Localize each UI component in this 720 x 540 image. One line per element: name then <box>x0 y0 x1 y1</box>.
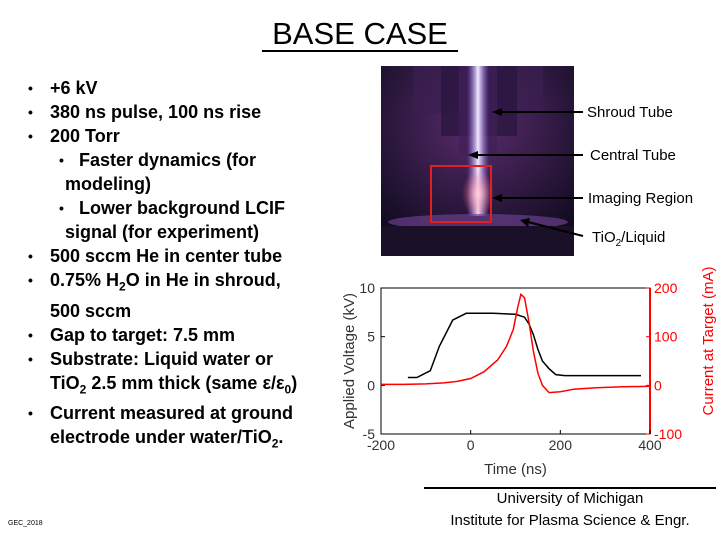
bullet-line: 380 ns pulse, 100 ns rise <box>14 100 344 124</box>
central-tube-label: Central Tube <box>590 147 676 164</box>
bullet-line: TiO2 2.5 mm thick (same ε/ε0) <box>14 371 344 402</box>
bullet-text: 2.5 mm thick (same ε/ε <box>86 372 285 393</box>
footer-university: University of Michigan <box>496 490 644 507</box>
bullet-text: Lower background LCIF <box>79 198 286 218</box>
bullet-line: 500 sccm <box>14 299 344 323</box>
bullet-line: Faster dynamics (for <box>14 148 344 172</box>
plot-frame <box>380 287 651 435</box>
subscript-text: 0 <box>284 382 292 397</box>
subscript-text: 2 <box>79 382 87 397</box>
bullet-text: Substrate: Liquid water or <box>50 348 274 369</box>
subscript-text: 2 <box>119 279 126 294</box>
y-left-tick-label: -5 <box>363 426 376 442</box>
bullet-line: 0.75% H2O in He in shroud, <box>14 268 344 299</box>
bullet-line: electrode under water/TiO2. <box>14 425 344 456</box>
bullet-line: Gap to target: 7.5 mm <box>14 323 344 347</box>
bullet-text: O in He in shroud, <box>125 270 281 290</box>
imaging-region-box <box>430 165 492 223</box>
subscript-text: 2 <box>271 436 279 451</box>
tio2-liquid-label: TiO2/Liquid <box>592 229 666 249</box>
y-left-axis-label: Applied Voltage (kV) <box>341 293 358 429</box>
y-right-tick-label: 200 <box>654 280 678 296</box>
bullet-line: Substrate: Liquid water or <box>14 347 344 371</box>
bullet-text: ) <box>291 372 298 393</box>
plasma-jet-photo <box>381 66 574 256</box>
bullet-text: Gap to target: 7.5 mm <box>50 324 236 345</box>
bullet-text: Current measured at ground <box>50 403 294 424</box>
y-right-tick-label: 100 <box>654 329 678 345</box>
bullet-text: 200 Torr <box>50 126 120 146</box>
footer-institute: Institute for Plasma Science & Engr. <box>450 512 690 529</box>
bullet-line: Lower background LCIF <box>14 196 344 220</box>
bullet-text: 380 ns pulse, 100 ns rise <box>50 102 262 122</box>
title-underline <box>262 50 458 52</box>
bullet-text: modeling) <box>65 174 151 194</box>
imaging-region-label: Imaging Region <box>588 190 694 207</box>
voltage-series-line <box>407 312 641 379</box>
bullet-text: signal (for experiment) <box>65 222 260 242</box>
y-left-tick-label: 10 <box>359 280 375 296</box>
x-tick-label: 0 <box>467 437 475 453</box>
bullet-list: +6 kV 380 ns pulse, 100 ns rise 200 Torr Fa… <box>14 76 344 456</box>
bullet-text: electrode under water/TiO <box>50 427 272 448</box>
y-left-tick-label: 0 <box>367 377 375 393</box>
bullet-line: signal (for experiment) <box>14 220 344 244</box>
x-tick-label: 200 <box>549 437 573 453</box>
y-right-axis-label: Current at Target (mA) <box>700 267 717 416</box>
bullet-line: modeling) <box>14 172 344 196</box>
shroud-tube-label: Shroud Tube <box>587 104 673 121</box>
y-right-tick-label: 0 <box>654 377 662 393</box>
bullet-text: +6 kV <box>50 78 98 98</box>
page-title: BASE CASE <box>272 16 448 51</box>
conference-tag: GEC_2018 <box>8 520 43 527</box>
bullet-text: 0.75% H <box>50 270 120 290</box>
y-left-tick-label: 5 <box>367 329 375 345</box>
bullet-text: Faster dynamics (for <box>79 150 257 170</box>
current-series-line <box>381 292 651 394</box>
bullet-text: 500 sccm <box>50 300 132 321</box>
bullet-text: 500 sccm He in center tube <box>50 246 283 266</box>
x-axis-label: Time (ns) <box>484 461 547 478</box>
x-tick-label: 400 <box>638 437 662 453</box>
y-right-tick-label: -100 <box>654 426 682 442</box>
bullet-line: 200 Torr <box>14 124 344 148</box>
bullet-text: TiO <box>50 372 80 393</box>
bullet-text: . <box>278 427 284 448</box>
footer-rule <box>424 487 716 489</box>
bullet-line: Current measured at ground <box>14 401 344 425</box>
x-tick-label: -200 <box>367 437 395 453</box>
bullet-line: +6 kV <box>14 76 344 100</box>
bullet-line: 500 sccm He in center tube <box>14 244 344 268</box>
